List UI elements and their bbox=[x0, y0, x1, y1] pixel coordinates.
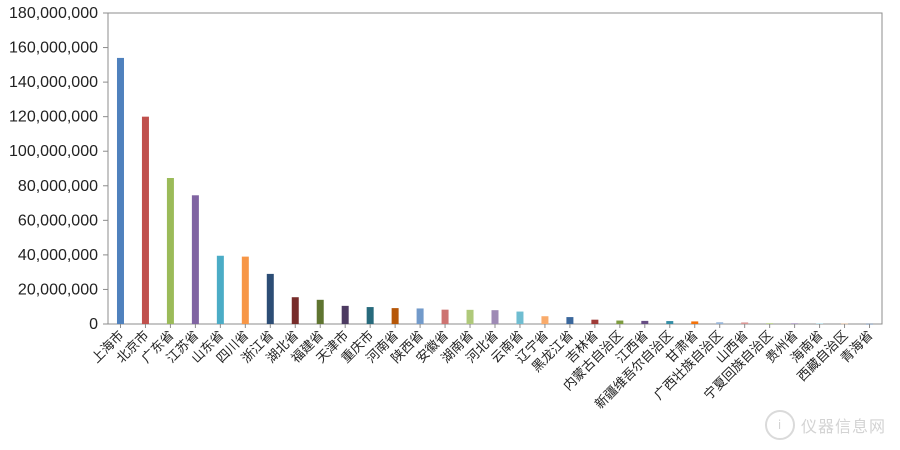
bar-28 bbox=[791, 323, 799, 324]
bar-7 bbox=[266, 273, 274, 324]
bar-25 bbox=[716, 322, 724, 324]
bar-14 bbox=[441, 309, 449, 324]
y-tick-label: 60,000,000 bbox=[18, 212, 98, 229]
bar-17 bbox=[516, 311, 524, 324]
bar-5 bbox=[216, 255, 224, 324]
plot-frame bbox=[107, 12, 883, 325]
bar-6 bbox=[241, 256, 249, 324]
bar-26 bbox=[741, 322, 749, 324]
bar-24 bbox=[691, 321, 699, 324]
bar-19 bbox=[566, 317, 574, 324]
bar-15 bbox=[466, 309, 474, 324]
bar-8 bbox=[291, 297, 299, 324]
bar-1 bbox=[116, 57, 124, 325]
y-tick-label: 40,000,000 bbox=[18, 247, 98, 264]
bar-4 bbox=[191, 195, 199, 324]
bar-9 bbox=[316, 299, 324, 324]
watermark-logo-icon: i bbox=[764, 410, 795, 440]
bar-30 bbox=[841, 323, 849, 325]
bar-21 bbox=[616, 320, 624, 324]
watermark-text: 仪器信息网 bbox=[800, 417, 886, 436]
y-tick-label: 20,000,000 bbox=[18, 281, 98, 298]
bar-20 bbox=[591, 319, 599, 324]
bar-13 bbox=[416, 308, 424, 324]
y-tick-label: 0 bbox=[89, 316, 98, 333]
bar-29 bbox=[816, 323, 824, 324]
y-tick-label: 80,000,000 bbox=[18, 178, 98, 195]
bar-23 bbox=[666, 321, 674, 324]
bar-10 bbox=[341, 305, 349, 324]
bar-18 bbox=[541, 316, 549, 324]
watermark: i 仪器信息网 bbox=[764, 410, 886, 440]
y-tick-label: 120,000,000 bbox=[9, 109, 98, 126]
bar-2 bbox=[141, 116, 149, 325]
bar-27 bbox=[766, 322, 774, 324]
bar-11 bbox=[366, 307, 374, 324]
bar-12 bbox=[391, 308, 399, 324]
y-tick-label: 100,000,000 bbox=[9, 143, 98, 160]
y-tick-label: 180,000,000 bbox=[9, 5, 98, 22]
bar-22 bbox=[641, 320, 649, 324]
bar-16 bbox=[491, 310, 499, 324]
y-tick-label: 140,000,000 bbox=[9, 74, 98, 91]
bar-3 bbox=[166, 178, 174, 324]
plot-area: 0 20,000,000 40,000,000 60,000,000 80,000,00… bbox=[9, 5, 883, 412]
y-tick-label: 160,000,000 bbox=[9, 40, 98, 57]
